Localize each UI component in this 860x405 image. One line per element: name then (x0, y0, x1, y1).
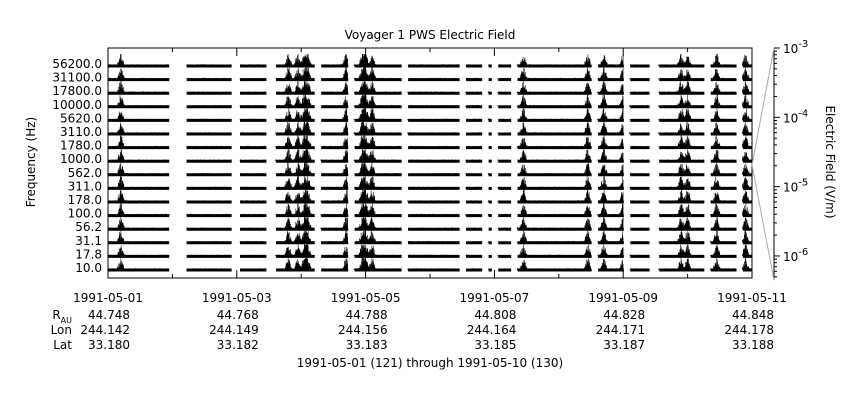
chart-title: Voyager 1 PWS Electric Field (345, 28, 516, 42)
date-axis: 1991-05-01 1991-05-03 1991-05-05 1991-05-07… (73, 48, 787, 305)
orbit-value: 244.171 (596, 323, 646, 337)
y-tick-label: 100.0 (68, 207, 102, 221)
activity-spikes (107, 244, 752, 257)
orbit-table: RAU 44.748 44.768 44.788 44.808 44.828 44.848L… (51, 308, 774, 352)
y2-connector-bottom (751, 164, 775, 281)
activity-spikes (108, 67, 752, 80)
frequency-axis: 56200.031100.017800.010000.05620.03110.0… (52, 57, 112, 275)
y-axis-label: Frequency (Hz) (24, 117, 38, 208)
y2-tick-label: 10-6 (783, 247, 808, 264)
orbit-value: 33.182 (217, 338, 259, 352)
x-tick-label: 1991-05-01 (73, 291, 143, 305)
orbit-value: 44.848 (732, 308, 774, 322)
y-tick-label: 562.0 (68, 166, 102, 180)
y2-connector-top (751, 47, 775, 166)
activity-spikes (108, 258, 752, 270)
y-tick-label: 311.0 (68, 179, 102, 193)
y2-tick-label: 10-3 (783, 39, 808, 56)
electric-field-axis: 10-3 10-4 10-5 10-6 (751, 39, 808, 281)
y-tick-label: 56200.0 (52, 57, 102, 71)
channel-row (108, 203, 752, 218)
orbit-value: 33.180 (88, 338, 130, 352)
channel-row (107, 108, 752, 122)
orbit-value: 244.142 (80, 323, 130, 337)
activity-spikes (108, 81, 752, 94)
plot-area (107, 47, 753, 279)
activity-spikes (108, 54, 752, 66)
orbit-value: 44.768 (217, 308, 259, 322)
orbit-row-label: Lat (53, 338, 72, 352)
y2-tick-label: 10-4 (783, 108, 808, 125)
orbit-value: 33.183 (346, 338, 388, 352)
activity-spikes (107, 230, 751, 243)
y-tick-label: 3110.0 (60, 125, 102, 139)
y-tick-label: 31.1 (75, 234, 102, 248)
y-tick-label: 1000.0 (60, 152, 102, 166)
y2-tick-label: 10-5 (783, 178, 808, 195)
channel-row (108, 67, 752, 82)
channel-row (108, 176, 752, 190)
x-tick-label: 1991-05-05 (331, 291, 401, 305)
y-tick-label: 17.8 (75, 247, 102, 261)
y-tick-label: 56.2 (75, 220, 102, 234)
orbit-value: 244.164 (467, 323, 517, 337)
activity-spikes (107, 162, 750, 175)
channel-row (107, 149, 752, 163)
activity-spikes (108, 176, 752, 189)
y-tick-label: 10000.0 (52, 98, 102, 112)
channel-row (108, 94, 752, 109)
activity-spikes (107, 135, 752, 148)
activity-spikes (108, 203, 752, 216)
activity-spikes (107, 217, 752, 230)
y-tick-label: 178.0 (68, 193, 102, 207)
activity-spikes (107, 108, 752, 121)
x-tick-label: 1991-05-07 (460, 291, 530, 305)
channel-row (107, 230, 752, 245)
y2-axis-label: Electric Field (V/m) (823, 105, 837, 218)
activity-spikes (107, 190, 752, 202)
activity-spikes (107, 149, 752, 162)
orbit-row-label: Lon (51, 323, 72, 337)
activity-spikes (110, 122, 752, 134)
orbit-value: 44.828 (603, 308, 645, 322)
y-tick-label: 5620.0 (60, 111, 102, 125)
orbit-value: 33.185 (474, 338, 516, 352)
orbit-value: 44.788 (346, 308, 388, 322)
orbit-value: 44.808 (474, 308, 516, 322)
orbit-value: 244.178 (724, 323, 774, 337)
x-tick-label: 1991-05-03 (202, 291, 272, 305)
orbit-value: 44.748 (88, 308, 130, 322)
activity-spikes (108, 94, 752, 107)
channel-row (107, 244, 752, 258)
channel-row (108, 258, 752, 272)
channel-row (108, 81, 752, 95)
y-tick-label: 17800.0 (52, 84, 102, 98)
plot-frame (107, 47, 753, 279)
orbit-value: 33.187 (603, 338, 645, 352)
y-tick-label: 1780.0 (60, 139, 102, 153)
channel-row (107, 217, 752, 231)
x-tick-label: 1991-05-11 (717, 291, 787, 305)
orbit-value: 244.149 (209, 323, 259, 337)
channel-row (107, 162, 752, 177)
channel-row (107, 190, 752, 204)
y-tick-label: 31100.0 (52, 71, 102, 85)
channel-row (108, 54, 752, 68)
channel-row (108, 122, 752, 136)
orbit-value: 244.156 (338, 323, 388, 337)
x-tick-label: 1991-05-09 (588, 291, 658, 305)
x-axis-label: 1991-05-01 (121) through 1991-05-10 (130… (297, 356, 563, 370)
orbit-value: 33.188 (732, 338, 774, 352)
y-tick-label: 10.0 (75, 261, 102, 275)
channel-row (107, 135, 752, 150)
